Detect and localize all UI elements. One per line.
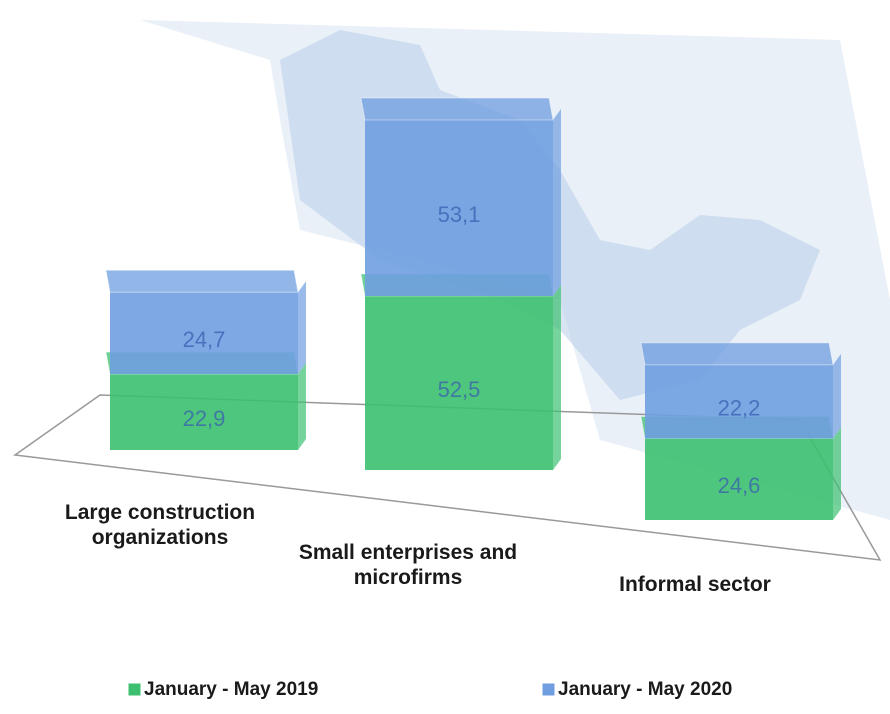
floor [12, 394, 882, 561]
legend-label: January - May 2019 [144, 679, 318, 700]
bar-side [298, 363, 306, 450]
bar-side [553, 284, 561, 470]
legend-marker [541, 682, 556, 697]
bar-side [833, 353, 841, 439]
value-label: 24,6 [718, 473, 761, 498]
bar-side [553, 109, 561, 296]
bar-segment [645, 438, 833, 520]
category-label: Small enterprises and microfirms [298, 541, 518, 589]
bar-side [298, 281, 306, 375]
value-label: 52,5 [438, 377, 481, 402]
bar-side [833, 427, 841, 520]
bar-segment [110, 292, 298, 375]
value-label: 22,9 [183, 406, 226, 431]
bar-segment [365, 120, 553, 296]
bar-segment [110, 374, 298, 450]
legend-label: January - May 2020 [558, 679, 732, 700]
value-label: 53,1 [438, 202, 481, 227]
value-label: 22,2 [718, 395, 761, 420]
bar-top [360, 97, 554, 121]
category-label: Large construction organizations [64, 501, 256, 549]
bar-segment [365, 295, 553, 470]
legend-marker [127, 682, 142, 697]
bar-segment [645, 364, 833, 439]
category-label: Informal sector [619, 573, 771, 596]
bar-top [105, 269, 299, 293]
value-label: 24,7 [183, 327, 226, 352]
bar-top [640, 342, 834, 366]
